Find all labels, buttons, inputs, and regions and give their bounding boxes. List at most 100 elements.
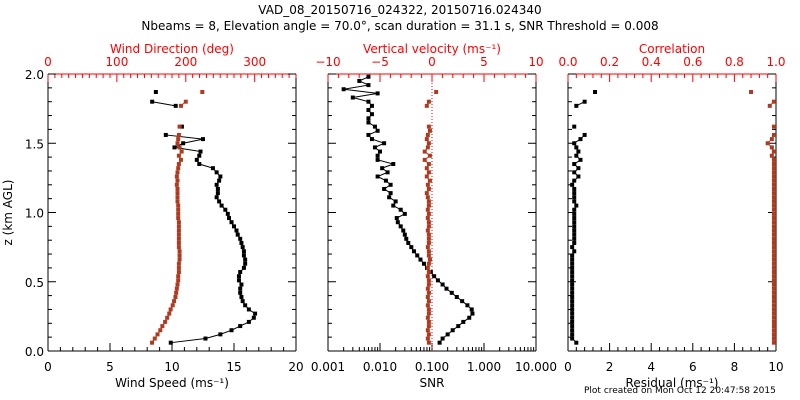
data-point-snr: [445, 332, 450, 337]
data-point-correlation: [771, 149, 776, 154]
data-point-correlation: [771, 245, 776, 250]
data-point-correlation: [771, 220, 776, 225]
data-point-residual: [572, 232, 577, 237]
data-point-wind-speed: [240, 299, 245, 304]
data-point-correlation: [771, 207, 776, 212]
data-point-wind-direction: [176, 278, 181, 283]
data-point-residual: [572, 191, 577, 196]
data-point-wind-speed: [153, 90, 158, 95]
data-point-correlation: [771, 315, 776, 320]
data-point-residual: [570, 278, 575, 283]
data-point-vertical-velocity: [425, 182, 430, 187]
top-tick-label: 100: [105, 55, 128, 69]
data-point-wind-direction: [175, 141, 180, 146]
data-point-vertical-velocity: [426, 253, 431, 258]
data-point-vertical-velocity: [427, 153, 432, 158]
data-point-wind-direction: [150, 340, 155, 345]
data-point-snr: [395, 220, 400, 225]
data-point-snr: [378, 149, 382, 154]
y-tick-label: 2.0: [25, 68, 44, 82]
data-point-vertical-velocity: [425, 303, 430, 308]
data-point-snr: [469, 307, 474, 312]
data-point-wind-direction: [176, 207, 181, 212]
data-point-residual: [570, 274, 575, 279]
data-point-wind-direction: [176, 137, 181, 142]
data-point-wind-direction: [176, 153, 181, 158]
data-point-wind-speed: [238, 286, 243, 291]
data-point-snr: [385, 170, 390, 175]
data-point-wind-direction: [174, 286, 179, 291]
data-point-residual: [574, 203, 579, 208]
data-point-correlation: [767, 103, 772, 108]
data-point-correlation: [771, 236, 776, 241]
data-point-wind-speed: [239, 282, 244, 287]
data-point-wind-direction: [176, 265, 181, 270]
data-point-wind-speed: [197, 162, 202, 167]
data-point-vertical-velocity: [425, 207, 430, 212]
data-point-wind-direction: [177, 257, 182, 262]
data-point-correlation: [765, 141, 770, 146]
data-point-residual: [574, 153, 579, 158]
data-point-wind-speed: [238, 290, 243, 295]
data-point-wind-direction: [176, 228, 181, 233]
data-point-correlation: [771, 270, 776, 275]
data-point-snr: [406, 240, 411, 245]
data-point-wind-speed: [218, 332, 223, 337]
data-point-wind-direction: [176, 270, 181, 275]
data-point-vertical-velocity: [426, 270, 431, 275]
data-point-vertical-velocity: [422, 157, 427, 162]
data-point-wind-speed: [241, 253, 246, 258]
data-point-residual: [576, 166, 581, 171]
data-point-residual: [570, 328, 575, 333]
data-point-residual: [572, 141, 577, 146]
data-point-wind-direction: [176, 203, 181, 208]
data-point-correlation: [771, 278, 776, 283]
data-point-residual: [570, 265, 575, 270]
data-point-vertical-velocity: [426, 299, 431, 304]
top-tick-label: 1.0: [766, 55, 785, 69]
data-point-wind-speed: [229, 328, 234, 333]
data-point-correlation: [749, 90, 754, 95]
data-point-vertical-velocity: [425, 195, 430, 200]
bottom-tick-label: 6: [689, 360, 697, 374]
data-point-wind-speed: [239, 240, 244, 245]
data-point-vertical-velocity: [426, 203, 431, 208]
data-point-vertical-velocity: [425, 274, 430, 279]
data-point-snr: [398, 207, 403, 212]
bottom-tick-label: 2: [606, 360, 614, 374]
bottom-tick-label: 15: [226, 360, 241, 374]
data-point-snr: [357, 78, 362, 83]
data-point-correlation: [769, 153, 774, 158]
data-point-residual: [570, 311, 575, 316]
data-point-snr: [398, 224, 403, 229]
data-point-correlation: [771, 162, 776, 167]
data-point-vertical-velocity: [426, 186, 431, 191]
data-point-snr: [449, 290, 454, 295]
data-point-residual: [572, 207, 577, 212]
data-point-residual: [572, 178, 577, 183]
data-point-correlation: [771, 174, 776, 179]
data-point-correlation: [771, 232, 776, 237]
data-point-wind-direction: [176, 220, 181, 225]
top-axis-title: Vertical velocity (ms⁻¹): [363, 42, 501, 56]
data-point-vertical-velocity: [426, 170, 431, 175]
data-point-residual: [582, 132, 587, 137]
top-tick-label: 0.2: [600, 55, 619, 69]
data-point-correlation: [771, 132, 776, 137]
series-line-snr: [343, 76, 473, 343]
data-point-snr: [369, 137, 374, 142]
top-tick-label: 0: [428, 55, 436, 69]
data-point-snr: [375, 153, 380, 158]
top-tick-label: 10: [528, 55, 543, 69]
data-point-wind-direction: [160, 324, 165, 329]
data-point-wind-speed: [232, 224, 236, 229]
data-point-vertical-velocity: [425, 216, 430, 221]
data-point-wind-direction: [176, 132, 181, 137]
data-point-residual: [570, 290, 575, 295]
data-point-wind-speed: [173, 103, 178, 108]
data-point-snr: [383, 178, 388, 183]
bottom-tick-label: 4: [647, 360, 655, 374]
data-point-residual: [576, 149, 581, 154]
data-point-snr: [366, 99, 371, 104]
